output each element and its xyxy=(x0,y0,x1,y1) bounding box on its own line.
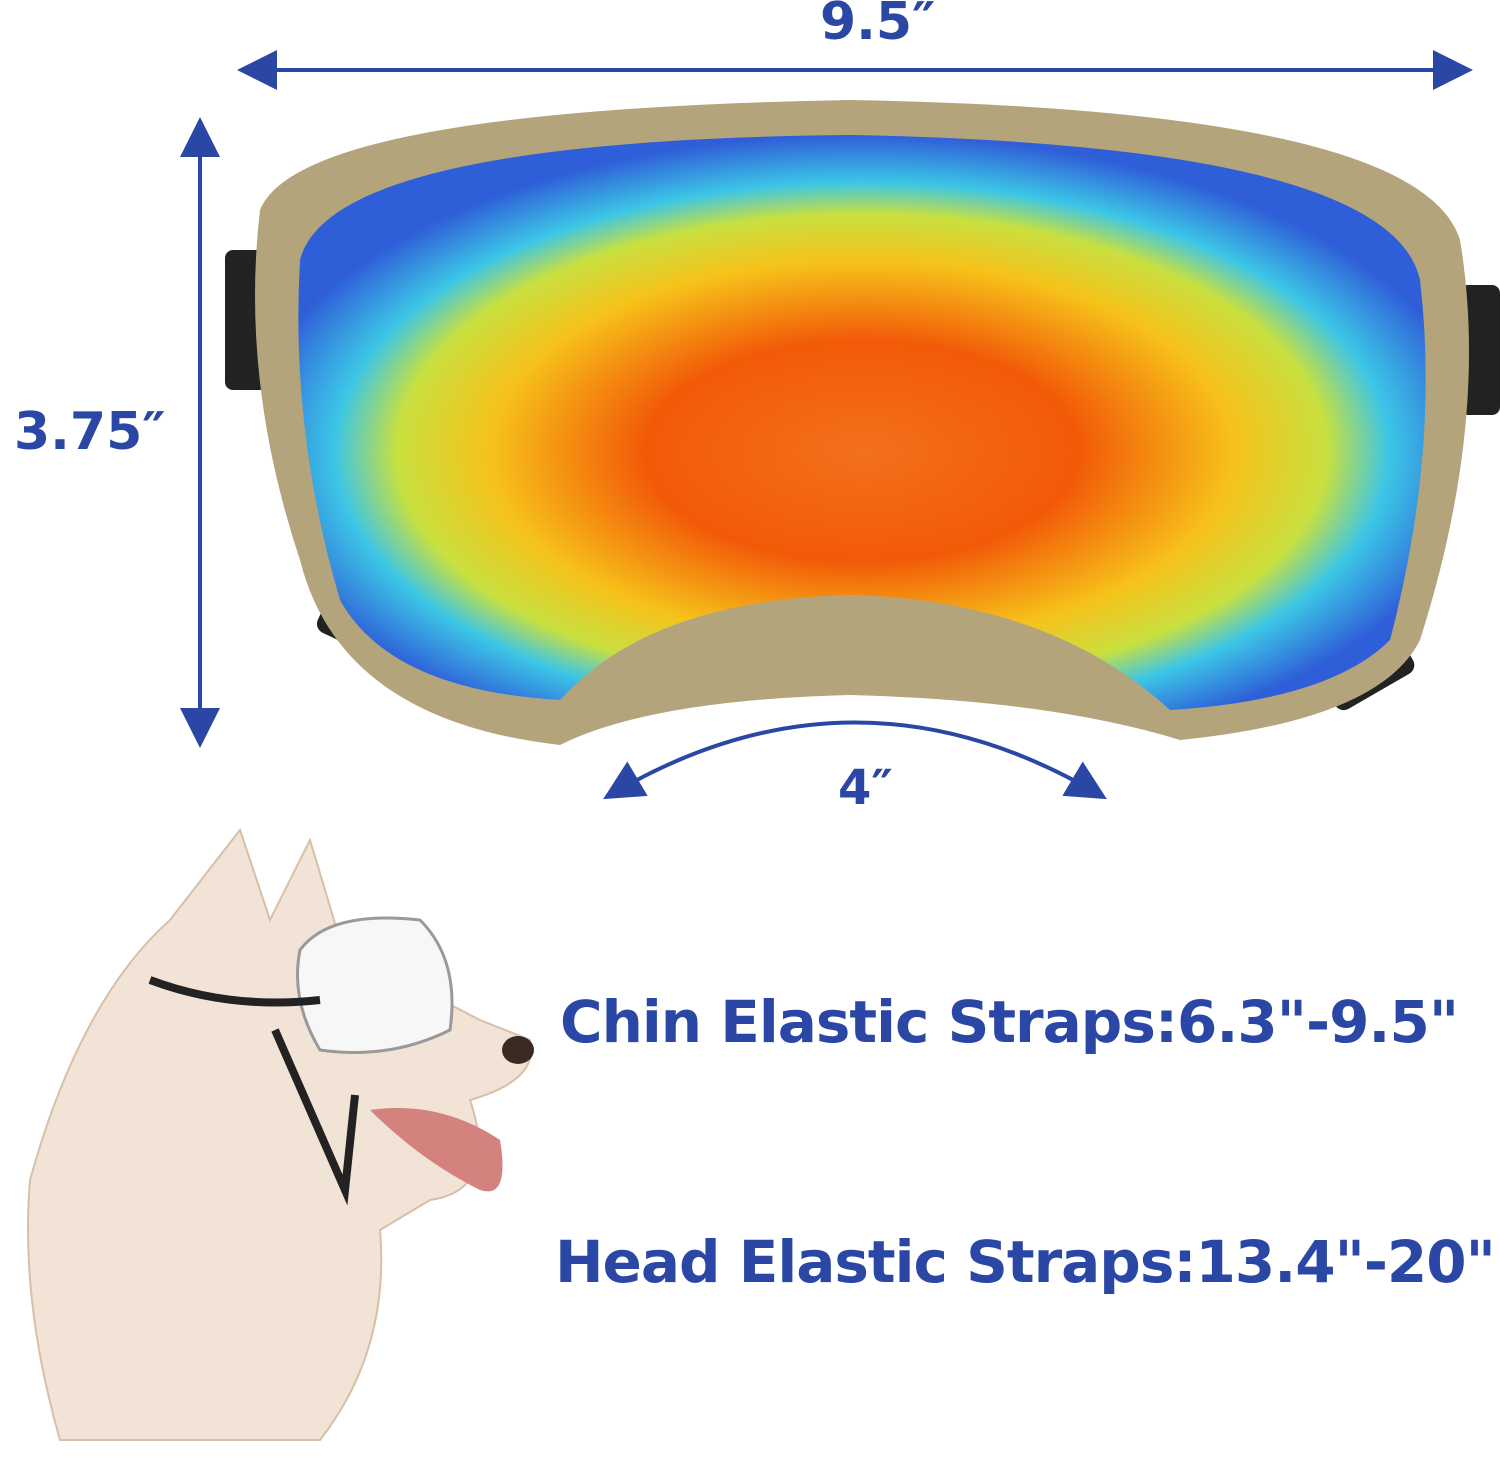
goggles-image xyxy=(225,100,1500,745)
nose-curve-arrow xyxy=(603,720,1107,800)
width-label: 9.5″ xyxy=(820,0,936,52)
chin-strap-label: Chin Elastic Straps:6.3"-9.5" xyxy=(560,988,1459,1056)
nose-curve-label: 4″ xyxy=(838,760,893,816)
height-label: 3.75″ xyxy=(14,402,166,462)
head-strap-label: Head Elastic Straps:13.4"-20" xyxy=(555,1228,1496,1296)
dog-illustration xyxy=(27,827,534,1441)
